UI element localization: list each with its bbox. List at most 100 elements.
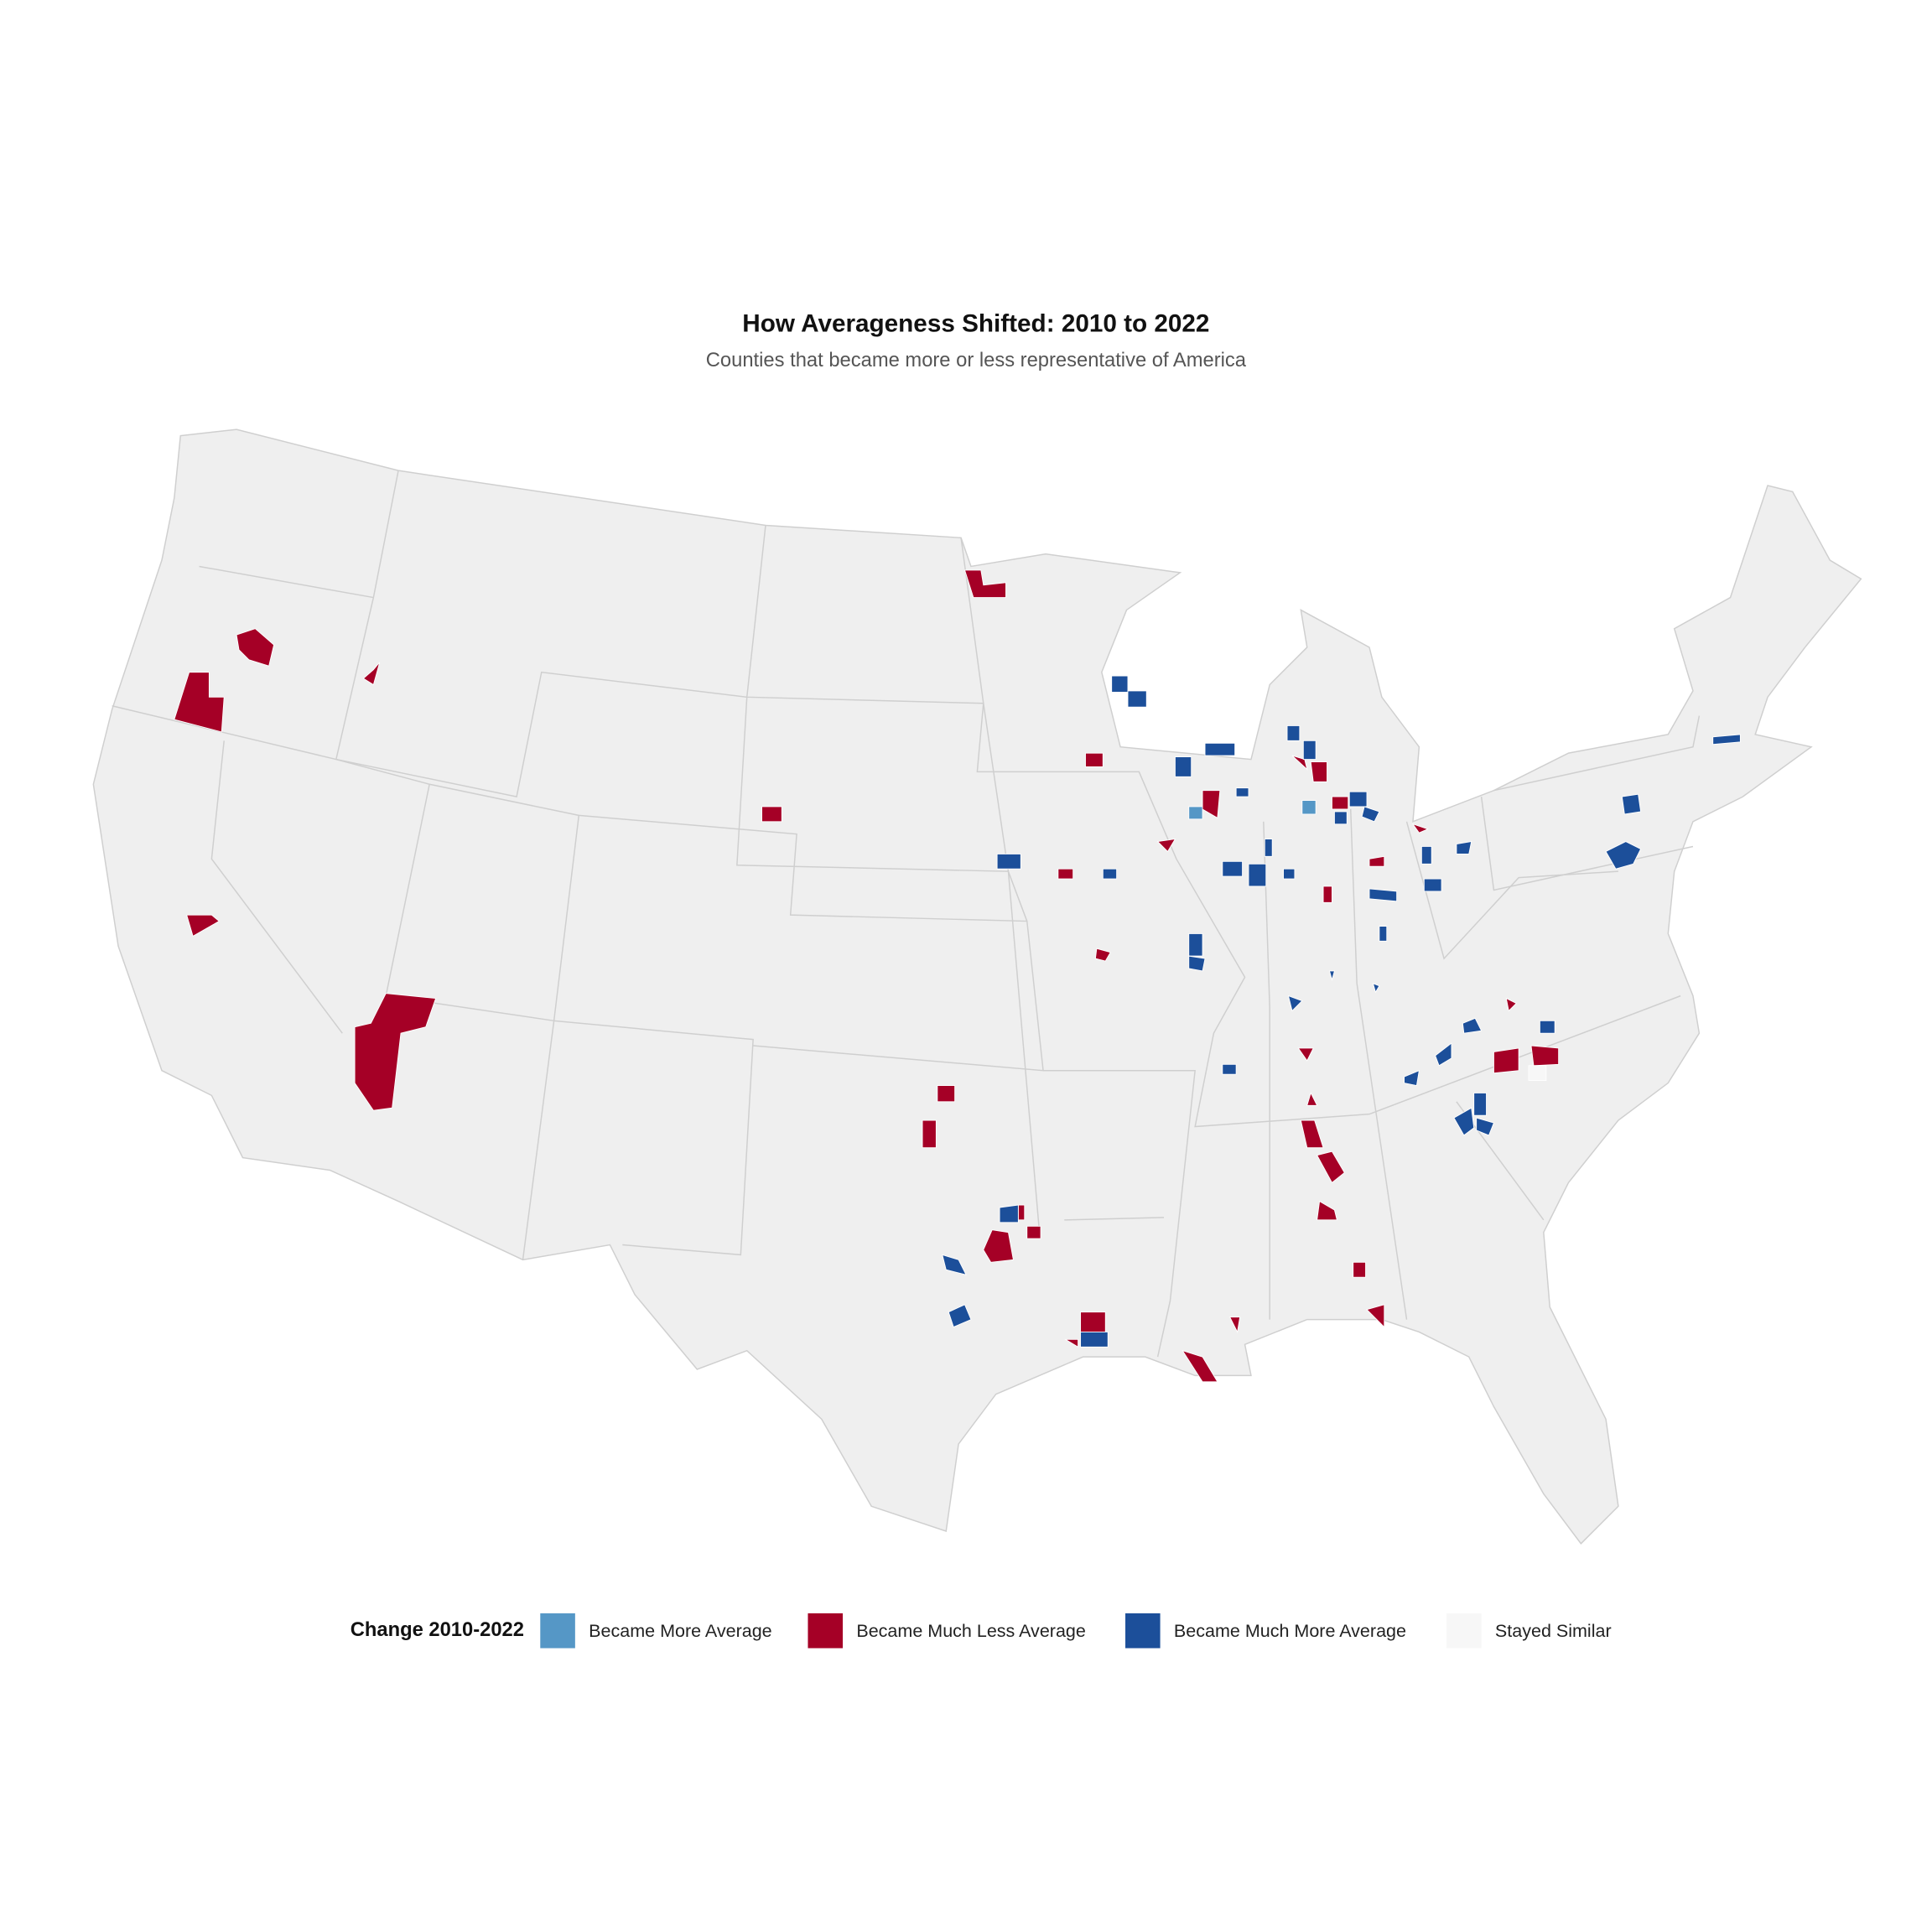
state-line [1064, 1217, 1165, 1221]
county [1302, 740, 1317, 761]
county [1353, 1261, 1366, 1278]
county [1368, 855, 1385, 867]
county [1456, 841, 1472, 854]
county [1493, 1047, 1519, 1074]
county [963, 569, 1006, 599]
county [1361, 806, 1380, 823]
state-line [112, 705, 336, 761]
county [1127, 690, 1147, 708]
county [983, 1229, 1014, 1263]
county [942, 1254, 967, 1275]
county [1222, 860, 1244, 877]
county [999, 1204, 1019, 1223]
county [1297, 1047, 1314, 1062]
county [1188, 806, 1203, 820]
county [1287, 995, 1303, 1012]
county [1283, 868, 1296, 880]
county [1222, 1063, 1237, 1075]
subtitle: Counties that became more or less repres… [706, 349, 1247, 371]
state-line [199, 565, 374, 599]
county [1404, 1069, 1420, 1087]
county [1539, 1020, 1555, 1034]
legend-label: Became Much Less Average [856, 1621, 1086, 1641]
county [1102, 868, 1118, 880]
county [1229, 1317, 1241, 1333]
county [1080, 1332, 1109, 1348]
county [1348, 791, 1368, 808]
state-line [1043, 1069, 1196, 1358]
legend-swatch [1446, 1613, 1482, 1649]
county [1621, 793, 1642, 815]
county [922, 1119, 937, 1149]
county [1528, 1065, 1547, 1082]
county [1712, 734, 1741, 745]
county [1248, 863, 1267, 887]
county [1188, 955, 1206, 972]
legend-swatch [540, 1613, 575, 1649]
county [1366, 1304, 1385, 1328]
county [362, 662, 381, 686]
county [1453, 1107, 1475, 1136]
state-line [210, 740, 343, 1034]
county [236, 628, 275, 667]
county [1530, 1045, 1560, 1067]
county [1476, 1117, 1495, 1136]
legend: Change 2010-2022 Became More Average Beca… [351, 1613, 1612, 1649]
legend-label: Became More Average [589, 1621, 771, 1641]
county [1111, 675, 1129, 693]
county [1605, 841, 1642, 870]
county [1333, 811, 1348, 825]
state-line [960, 538, 1028, 922]
us-map [92, 428, 1862, 1545]
county [1368, 888, 1398, 902]
county [1174, 756, 1192, 777]
county [1332, 796, 1349, 810]
county [1264, 839, 1273, 857]
county [1300, 1119, 1324, 1149]
county [174, 672, 225, 733]
county [1286, 725, 1301, 741]
county [1435, 1042, 1452, 1067]
county [186, 914, 221, 937]
state-lines [112, 470, 1701, 1358]
county [1316, 1150, 1345, 1183]
county [1064, 1338, 1079, 1348]
county [1301, 800, 1317, 815]
county [1094, 948, 1111, 962]
county [1379, 926, 1388, 942]
county [1317, 1200, 1337, 1221]
legend-swatch [808, 1613, 844, 1649]
county [1182, 1349, 1218, 1383]
county [1505, 997, 1517, 1012]
county [1473, 1092, 1487, 1116]
county [1306, 1092, 1318, 1106]
us-outline [92, 428, 1862, 1545]
county [937, 1085, 956, 1103]
county [1057, 868, 1074, 880]
county [1310, 761, 1327, 782]
county [354, 993, 437, 1111]
county [1328, 970, 1336, 981]
title: How Averageness Shifted: 2010 to 2022 [742, 309, 1209, 337]
county [996, 853, 1021, 870]
county [1372, 983, 1380, 994]
state-line [1493, 715, 1701, 792]
legend-label: Stayed Similar [1495, 1621, 1612, 1641]
state-line [429, 783, 754, 1256]
county [1462, 1017, 1483, 1034]
legend-swatch [1125, 1613, 1161, 1649]
state-line [745, 525, 1681, 1128]
county [1026, 1225, 1041, 1239]
county [1235, 787, 1249, 797]
county [1085, 752, 1104, 767]
county [1202, 790, 1221, 819]
county [1017, 1204, 1026, 1221]
legend-title: Change 2010-2022 [351, 1618, 524, 1641]
county [1423, 878, 1442, 892]
county [761, 806, 782, 823]
state-line [1349, 808, 1408, 1320]
county [1080, 1311, 1106, 1332]
counties [174, 569, 1741, 1383]
